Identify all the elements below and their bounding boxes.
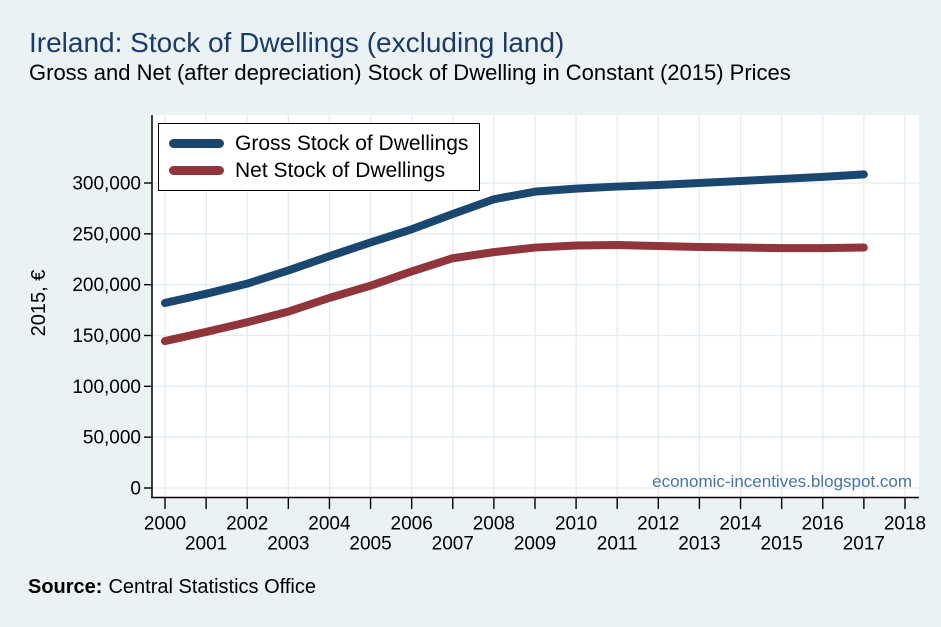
chart-title: Ireland: Stock of Dwellings (excluding l… (29, 27, 565, 58)
tick-marks (144, 182, 906, 509)
legend-box: Gross Stock of Dwellings Net Stock of Dw… (158, 123, 480, 191)
svg-text:2013: 2013 (678, 534, 720, 555)
svg-text:100,000: 100,000 (72, 377, 141, 398)
svg-text:2007: 2007 (432, 534, 474, 555)
svg-text:0: 0 (130, 479, 141, 500)
legend-item-net: Net Stock of Dwellings (169, 160, 479, 181)
legend-item-gross: Gross Stock of Dwellings (169, 133, 479, 154)
svg-text:150,000: 150,000 (72, 326, 141, 347)
y-axis-title: 2015, € (28, 270, 50, 337)
watermark-url: economic-incentives.blogspot.com (652, 472, 912, 491)
svg-text:2008: 2008 (473, 514, 515, 535)
net-line-swatch-icon (169, 166, 224, 176)
svg-text:2005: 2005 (349, 534, 391, 555)
svg-text:2009: 2009 (514, 534, 556, 555)
svg-text:2003: 2003 (267, 534, 309, 555)
legend-label-net: Net Stock of Dwellings (235, 159, 446, 183)
svg-text:2018: 2018 (884, 514, 926, 535)
svg-text:2012: 2012 (637, 514, 679, 535)
svg-text:2011: 2011 (597, 534, 638, 555)
y-gridlines (152, 182, 919, 489)
series-line-gross (161, 170, 868, 307)
svg-text:2017: 2017 (843, 534, 885, 555)
source-label: Source: (28, 576, 103, 598)
svg-text:250,000: 250,000 (72, 224, 141, 245)
svg-text:50,000: 50,000 (83, 428, 141, 449)
svg-text:2002: 2002 (226, 514, 268, 535)
source-note: Source: Central Statistics Office (28, 576, 316, 599)
svg-text:2010: 2010 (555, 514, 597, 535)
svg-text:2000: 2000 (144, 514, 186, 535)
series-line-net (161, 241, 868, 346)
svg-text:300,000: 300,000 (72, 174, 141, 195)
svg-text:2006: 2006 (391, 514, 433, 535)
y-tick-labels: 0 50,000 100,000 150,000 200,000 250,000 300,0… (72, 174, 141, 500)
x-tick-labels: 2000200120022003200420052006200720082009… (144, 514, 926, 555)
legend-label-gross: Gross Stock of Dwellings (235, 131, 469, 155)
svg-text:2015: 2015 (761, 534, 803, 555)
source-text: Central Statistics Office (108, 576, 316, 598)
svg-text:2016: 2016 (802, 514, 844, 535)
gross-line-swatch-icon (169, 138, 224, 148)
svg-text:2001: 2001 (185, 534, 227, 555)
chart-subtitle: Gross and Net (after depreciation) Stock… (29, 60, 791, 85)
svg-text:2004: 2004 (308, 514, 351, 535)
svg-text:2014: 2014 (719, 514, 762, 535)
svg-text:200,000: 200,000 (72, 275, 141, 296)
